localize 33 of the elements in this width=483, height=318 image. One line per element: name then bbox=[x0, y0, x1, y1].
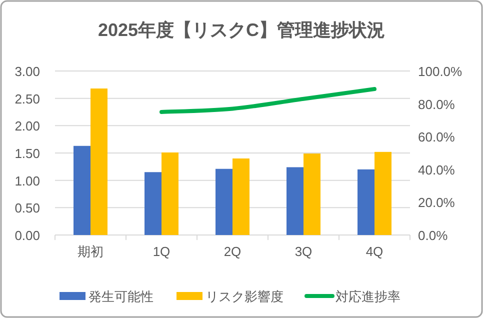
bar bbox=[162, 152, 178, 235]
y-tick-label: 2.00 bbox=[14, 118, 40, 134]
x-tick-label: 期初 bbox=[78, 244, 104, 259]
y2-tick-label: 80.0% bbox=[418, 96, 456, 112]
y-tick-label: 1.50 bbox=[14, 146, 40, 161]
legend-label: 発生可能性 bbox=[88, 289, 154, 304]
chart-title: 2025年度【リスクC】管理進捗状況 bbox=[98, 20, 386, 40]
y2-tick-label: 100.0% bbox=[418, 64, 463, 79]
y2-tick-label: 60.0% bbox=[418, 130, 456, 145]
x-tick-label: 1Q bbox=[152, 244, 170, 259]
x-tick-label: 3Q bbox=[294, 244, 312, 259]
bar bbox=[74, 146, 90, 235]
y-tick-label: 2.50 bbox=[14, 91, 40, 106]
line-series bbox=[160, 87, 376, 114]
bar bbox=[144, 172, 162, 235]
bar bbox=[216, 168, 232, 235]
x-tick-label: 4Q bbox=[366, 244, 384, 259]
bar bbox=[90, 88, 108, 235]
legend-label: 対応進捗率 bbox=[336, 289, 400, 304]
y-tick-label: 1.00 bbox=[14, 173, 40, 188]
y-tick-label: 0.50 bbox=[14, 200, 40, 216]
bar bbox=[358, 169, 374, 235]
bar bbox=[232, 158, 250, 235]
legend-label: リスク影響度 bbox=[206, 289, 284, 304]
y2-tick-label: 0.0% bbox=[418, 228, 448, 243]
y2-tick-label: 40.0% bbox=[418, 162, 456, 178]
bar bbox=[304, 154, 320, 235]
y2-tick-label: 20.0% bbox=[418, 195, 456, 210]
y-tick-label: 3.00 bbox=[14, 64, 40, 79]
y-tick-label: 0.00 bbox=[14, 228, 40, 243]
bar bbox=[286, 167, 304, 235]
bar bbox=[374, 152, 392, 235]
x-tick-label: 2Q bbox=[224, 244, 242, 259]
